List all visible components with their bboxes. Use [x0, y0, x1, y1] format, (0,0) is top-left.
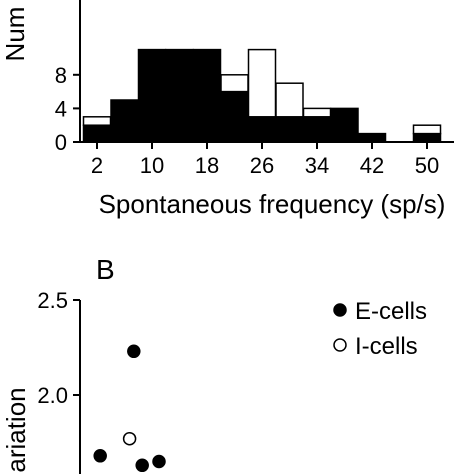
point-e-cell-0	[127, 344, 141, 359]
histogram-panel: 2 10 18 26 34 42 50 0 4 8 Spontaneous frequency …	[0, 0, 454, 219]
bar-filled-30	[275, 116, 304, 143]
y-tick-label-4: 4	[55, 96, 67, 121]
scatter-panel: B 2.0 2.5 ariation E-cells I-cells	[1, 254, 427, 474]
bar-filled-14	[165, 48, 194, 143]
bar-filled-50	[412, 132, 442, 143]
point-i-cell-0	[122, 431, 137, 446]
y-tick-label-8: 8	[55, 63, 67, 88]
legend-marker-i-cells	[333, 338, 347, 352]
bar-open-22	[220, 74, 249, 93]
y-tick-label-b-2.0: 2.0	[37, 383, 68, 408]
x-tick-label-18: 18	[195, 153, 219, 178]
x-tick-label-2: 2	[91, 153, 103, 178]
panel-label-b: B	[96, 254, 115, 285]
bar-filled-10	[137, 48, 167, 143]
x-tick-label-10: 10	[140, 153, 164, 178]
y-tick-label-0: 0	[55, 130, 67, 155]
legend-label-e-cells: E-cells	[355, 298, 427, 325]
y-tick-label-b-2.5: 2.5	[37, 288, 68, 313]
x-tick-label-26: 26	[250, 153, 274, 178]
bar-open-26	[247, 48, 277, 118]
legend-marker-e-cells	[333, 303, 347, 317]
bar-filled-38	[330, 107, 359, 143]
y-axis-label-b: ariation	[1, 387, 31, 472]
bar-filled-6	[110, 99, 139, 143]
y-axis-ticks: 0 4 8	[55, 63, 80, 155]
bar-filled-22	[220, 90, 249, 143]
bar-open-34	[302, 107, 332, 118]
bar-open-2	[82, 116, 112, 126]
x-axis-ticks: 2 10 18 26 34 42 50	[91, 142, 439, 178]
bar-filled-34	[302, 116, 332, 143]
y-axis-label: Num	[0, 7, 30, 62]
x-tick-label-50: 50	[415, 153, 439, 178]
point-e-cell-3	[152, 454, 166, 469]
bar-filled-42	[357, 132, 387, 143]
x-tick-label-34: 34	[305, 153, 329, 178]
x-tick-label-42: 42	[360, 153, 384, 178]
bar-open-30	[275, 82, 304, 118]
x-axis-label: Spontaneous frequency (sp/s)	[99, 189, 446, 219]
point-e-cell-1	[93, 449, 107, 463]
legend: E-cells I-cells	[333, 298, 427, 360]
bar-filled-18	[192, 48, 222, 143]
bar-open-50	[412, 124, 442, 135]
point-e-cell-2	[135, 458, 149, 473]
bar-filled-2	[82, 124, 112, 143]
bar-filled-26	[247, 116, 277, 143]
y-axis-ticks-b: 2.0 2.5	[37, 288, 80, 408]
histogram-bars	[82, 48, 442, 143]
scatter-points	[93, 344, 166, 473]
legend-label-i-cells: I-cells	[355, 333, 418, 360]
